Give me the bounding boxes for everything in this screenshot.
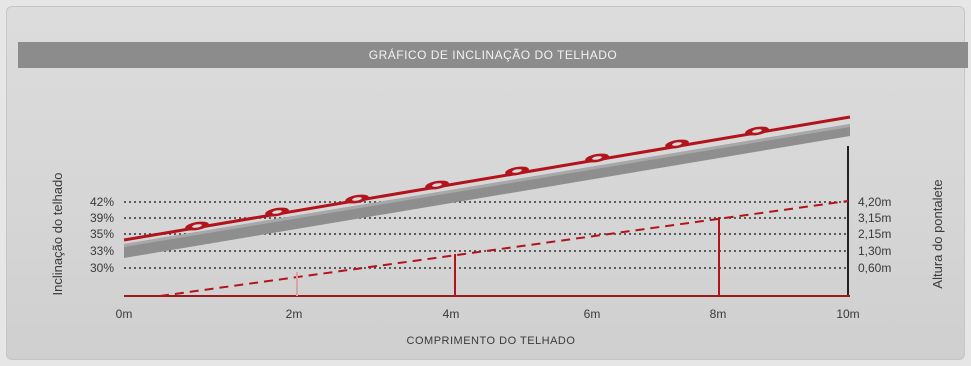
right-tick-420: 4,20m [858,195,891,209]
roof-line [123,115,851,242]
roof-slab [124,124,850,258]
left-tick-labels: 42% 39% 35% 33% 30% [90,195,114,275]
right-tick-060: 0,60m [858,261,891,275]
x-tick-labels: 0m 2m 4m 6m 8m 10m [116,307,860,321]
roof-tile-holes [192,129,762,228]
right-tick-130: 1,30m [858,244,891,258]
left-tick-35: 35% [90,227,114,241]
right-tick-labels: 4,20m 3,15m 2,15m 1,30m 0,60m [858,195,891,275]
roof-tiles [185,126,769,231]
x-tick-4: 4m [443,307,460,321]
x-tick-0: 0m [116,307,133,321]
x-tick-6: 6m [584,307,601,321]
x-tick-8: 8m [710,307,727,321]
left-tick-33: 33% [90,244,114,258]
left-tick-39: 39% [90,211,114,225]
right-tick-315: 3,15m [858,211,891,225]
x-tick-2: 2m [286,307,303,321]
right-tick-215: 2,15m [858,227,891,241]
left-tick-42: 42% [90,195,114,209]
left-tick-30: 30% [90,261,114,275]
slope-dashed-line [159,200,849,297]
left-axis-label: Inclinação do telhado [50,173,65,296]
chart-title: GRÁFICO DE INCLINAÇÃO DO TELHADO [18,42,968,68]
x-axis-label: COMPRIMENTO DO TELHADO [407,335,576,347]
roof-slab-highlight [124,124,850,247]
x-tick-10: 10m [836,307,859,321]
right-axis-label: Altura do pontalete [930,179,945,288]
